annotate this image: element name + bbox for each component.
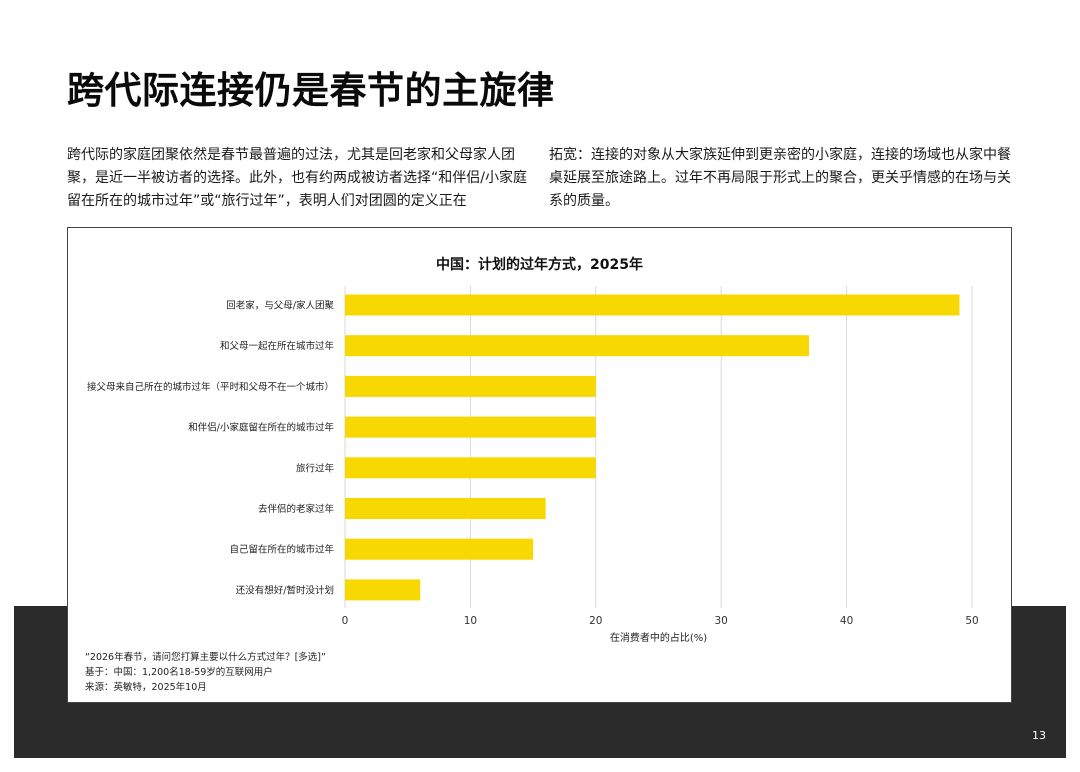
bar [345,579,421,601]
x-tick-label: 0 [342,615,349,627]
bar [345,294,960,316]
category-label: 回老家，与父母/家人团聚 [226,300,334,312]
chart-card: 中国：计划的过年方式，2025年 0 10 20 30 40 50 回老家，与父母/家人团聚… [67,227,1012,703]
bar [345,375,596,397]
category-label: 旅行过年 [296,462,335,474]
category-label: 还没有想好/暂时没计划 [236,584,334,596]
chart-note-question: “2026年春节，请问您打算主要以什么方式过年？[多选]” [85,652,326,663]
bar [345,457,596,479]
bar [345,538,534,560]
x-axis-label: 在消费者中的占比(%) [610,631,707,644]
x-tick-label: 30 [715,615,728,627]
category-label: 去伴侣的老家过年 [258,503,335,515]
bar [345,335,809,357]
x-tick-label: 40 [840,615,853,627]
bar [345,498,546,519]
category-label: 和伴侣/小家庭留在所在的城市过年 [188,422,334,434]
bar-chart: 0 10 20 30 40 50 回老家，与父母/家人团聚和父母一起在所在城市过年接父母来自… [87,286,979,644]
category-label: 和父母一起在所在城市过年 [220,340,335,352]
page-number: 13 [1032,729,1046,742]
bar [345,416,596,438]
x-tick-label: 10 [464,615,477,627]
intro-paragraph-right: 拓宽：连接的对象从大家族延伸到更亲密的小家庭，连接的场域也从家中餐桌延展至旅途路… [549,147,1011,209]
category-label: 接父母来自己所在的城市过年（平时和父母不在一个城市） [87,381,334,393]
page-title: 跨代际连接仍是春节的主旋律 [67,69,555,112]
category-label: 自己留在所在的城市过年 [229,544,334,556]
x-tick-label: 50 [965,615,978,627]
x-tick-label: 20 [589,615,602,627]
chart-note-source: 来源：英敏特，2025年10月 [85,682,207,693]
intro-paragraph-left: 跨代际的家庭团聚依然是春节最普遍的过法，尤其是回老家和父母家人团聚，是近一半被访… [67,147,527,209]
chart-note-base: 基于：中国：1,200名18-59岁的互联网用户 [85,667,273,678]
chart-title: 中国：计划的过年方式，2025年 [436,257,643,273]
